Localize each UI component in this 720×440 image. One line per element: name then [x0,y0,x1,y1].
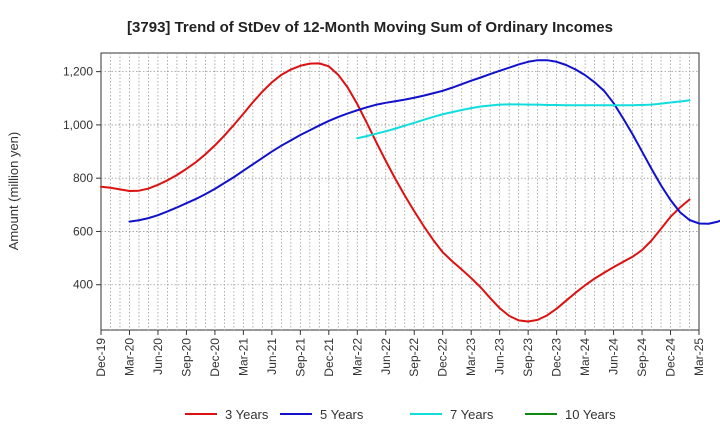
grid [101,53,699,330]
x-tick-label: Dec-23 [550,338,564,377]
y-tick-label: 600 [73,224,93,238]
x-tick-label: Dec-21 [322,338,336,377]
y-axis: 400 600 800 1,000 1,200 [63,65,101,292]
x-tick-label: Mar-20 [122,338,136,376]
x-tick-label: Mar-24 [578,338,592,376]
x-tick-label: Mar-21 [236,338,250,376]
x-tick-label: Sep-20 [179,338,193,377]
series-line-7-years [356,99,691,140]
series-line-3-years [100,62,691,323]
legend: 3 Years 5 Years 7 Years 10 Years [185,407,616,422]
x-tick-label: Jun-24 [607,338,621,375]
x-tick-label: Sep-23 [521,338,535,377]
y-axis-label: Amount (million yen) [6,132,21,251]
x-tick-label: Jun-20 [151,338,165,375]
x-tick-label: Sep-21 [293,338,307,377]
x-tick-label: Mar-22 [350,338,364,376]
x-tick-label: Mar-23 [464,338,478,376]
x-axis: Dec-19 Mar-20 Jun-20 Sep-20 Dec-20 Mar-21 Jun-… [94,330,706,377]
x-tick-label: Dec-24 [664,338,678,377]
legend-label-3-years: 3 Years [225,407,269,422]
x-tick-label: Jun-22 [379,338,393,375]
plot-area [100,52,700,331]
x-tick-label: Mar-25 [692,338,706,376]
x-tick-label: Sep-22 [407,338,421,377]
x-tick-label: Dec-20 [208,338,222,377]
y-tick-label: 800 [73,171,93,185]
legend-label-5-years: 5 Years [320,407,364,422]
x-tick-label: Jun-23 [493,338,507,375]
x-tick-label: Sep-24 [635,338,649,377]
series-line-5-years [128,59,720,225]
series-lines [100,59,720,323]
y-tick-label: 1,200 [63,65,93,79]
x-tick-label: Dec-19 [94,338,108,377]
legend-label-10-years: 10 Years [565,407,616,422]
y-tick-label: 400 [73,278,93,292]
legend-label-7-years: 7 Years [450,407,494,422]
chart-title: [3793] Trend of StDev of 12-Month Moving… [127,19,613,36]
x-tick-label: Dec-22 [436,338,450,377]
y-tick-label: 1,000 [63,118,93,132]
x-tick-label: Jun-21 [265,338,279,375]
